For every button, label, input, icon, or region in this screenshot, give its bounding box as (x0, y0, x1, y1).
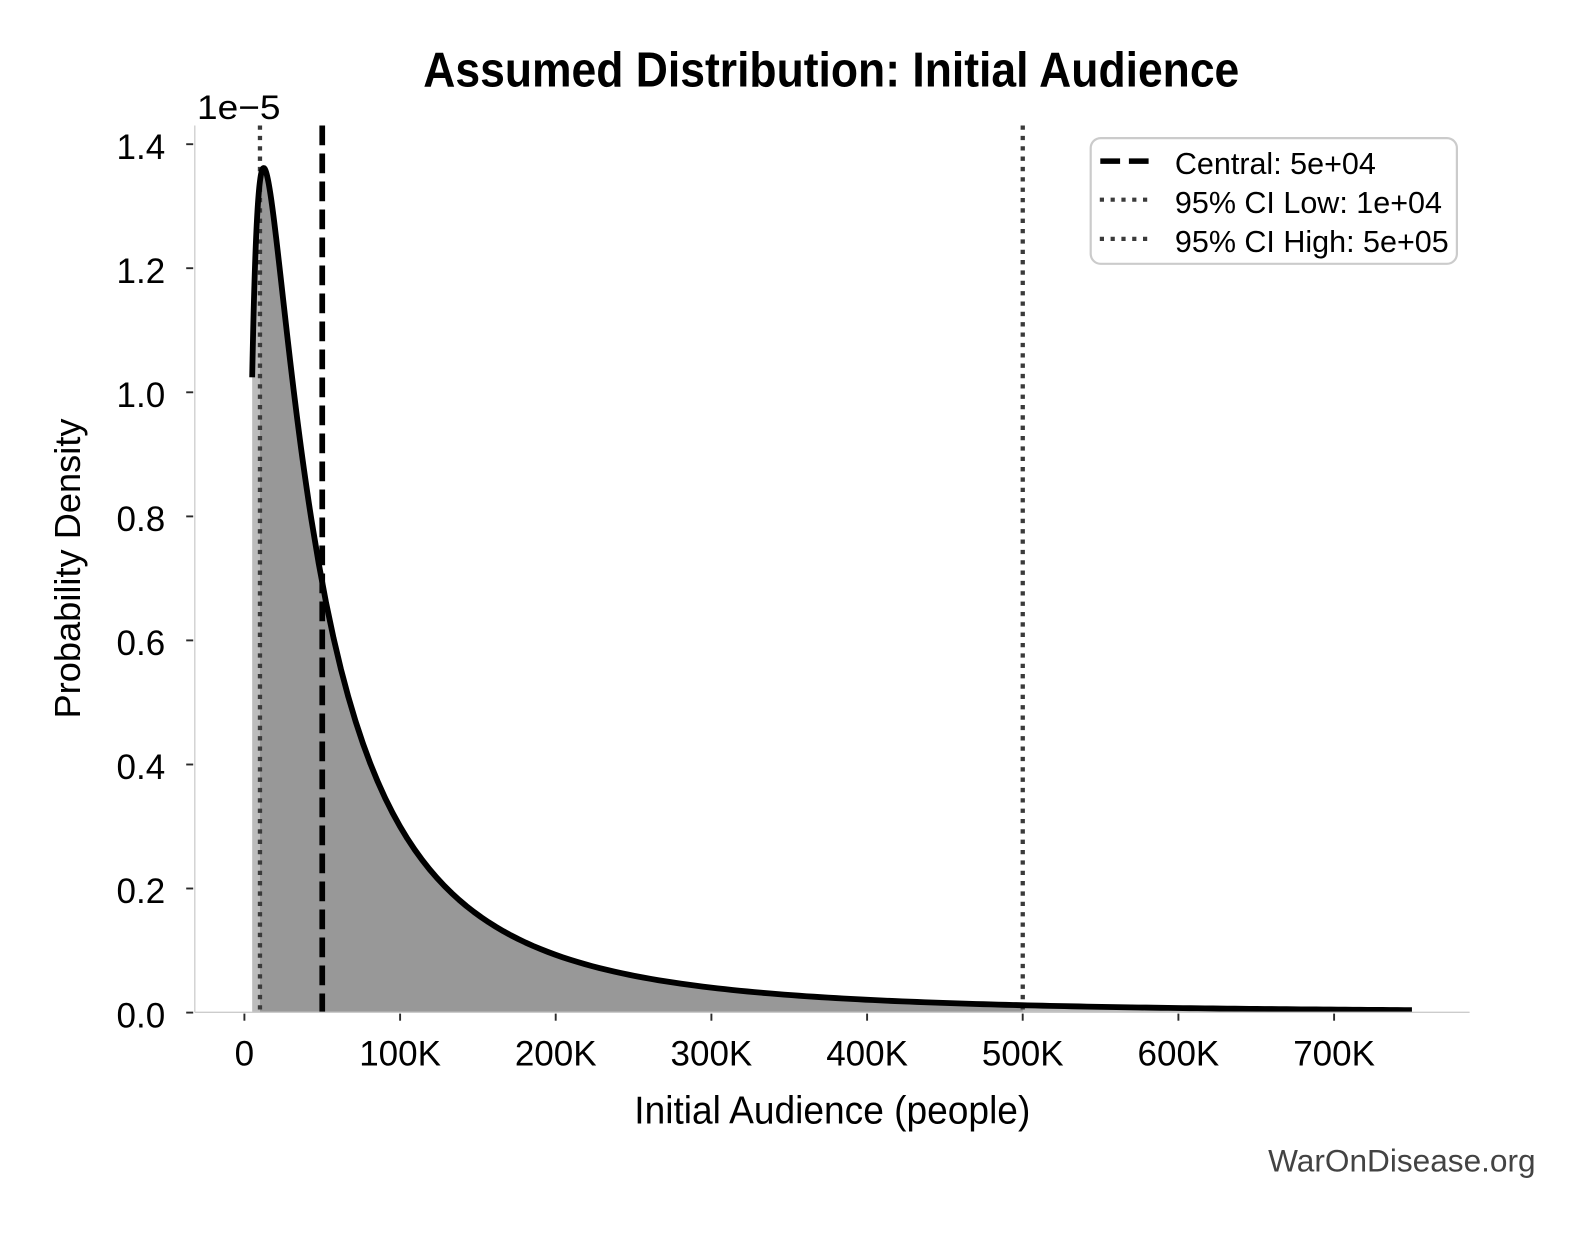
svg-text:700K: 700K (1293, 1035, 1375, 1074)
svg-text:95% CI High: 5e+05: 95% CI High: 5e+05 (1175, 225, 1449, 259)
svg-text:0.4: 0.4 (117, 748, 166, 787)
svg-text:0.2: 0.2 (117, 872, 166, 911)
svg-text:1.0: 1.0 (117, 376, 166, 415)
svg-text:200K: 200K (515, 1035, 597, 1074)
svg-text:300K: 300K (671, 1035, 753, 1074)
svg-text:Initial Audience (people): Initial Audience (people) (634, 1089, 1030, 1132)
svg-text:WarOnDisease.org: WarOnDisease.org (1268, 1143, 1535, 1179)
svg-text:95% CI Low: 1e+04: 95% CI Low: 1e+04 (1175, 186, 1442, 220)
svg-text:500K: 500K (982, 1035, 1064, 1074)
svg-text:600K: 600K (1138, 1035, 1220, 1074)
svg-text:100K: 100K (359, 1035, 441, 1074)
svg-text:1.4: 1.4 (117, 128, 166, 167)
svg-text:0.6: 0.6 (117, 624, 166, 663)
svg-text:0.8: 0.8 (117, 500, 166, 539)
svg-text:Central: 5e+04: Central: 5e+04 (1175, 147, 1376, 181)
svg-text:Assumed Distribution: Initial: Assumed Distribution: Initial Audience (423, 43, 1239, 98)
svg-text:0.0: 0.0 (117, 996, 166, 1035)
svg-text:0: 0 (235, 1035, 254, 1074)
svg-text:1.2: 1.2 (117, 252, 166, 291)
svg-text:Probability Density: Probability Density (47, 418, 88, 719)
svg-text:400K: 400K (826, 1035, 908, 1074)
svg-text:1e−5: 1e−5 (197, 89, 281, 127)
